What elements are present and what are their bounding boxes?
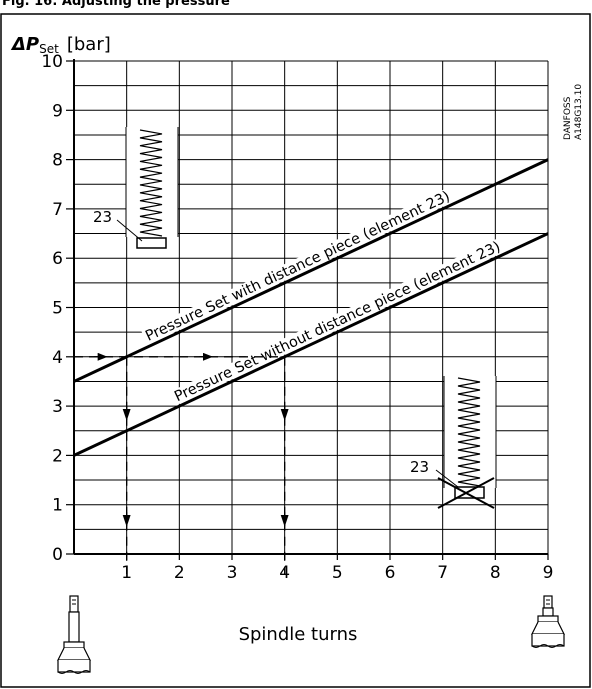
danfoss-code-line-2: A148G13.10 bbox=[574, 84, 584, 140]
element-23-leader-1 bbox=[116, 219, 143, 242]
example-lines bbox=[74, 352, 289, 574]
y-tick-label: 2 bbox=[52, 446, 63, 466]
element-23-label-2: 23 bbox=[410, 458, 429, 476]
x-tick-label: 5 bbox=[332, 563, 343, 583]
x-tick-label: 3 bbox=[227, 563, 238, 583]
valve-closed-icon bbox=[57, 595, 91, 674]
x-tick-label: 6 bbox=[385, 563, 396, 583]
element-23-leader-2 bbox=[435, 469, 459, 488]
y-tick-label: 7 bbox=[52, 200, 63, 220]
y-tick-label: 3 bbox=[52, 397, 63, 417]
cross-line-2 bbox=[437, 477, 495, 509]
y-tick-label: 6 bbox=[52, 249, 63, 269]
element-23-label-1: 23 bbox=[93, 208, 112, 226]
x-axis-label: Spindle turns bbox=[239, 624, 358, 645]
x-tick-label: 8 bbox=[490, 563, 501, 583]
outer-border bbox=[0, 13, 591, 688]
spring-with-distance-piece bbox=[125, 127, 179, 237]
y-tick-label: 10 bbox=[41, 52, 63, 72]
series-label-background bbox=[170, 238, 505, 406]
y-tick-label: 4 bbox=[52, 348, 63, 368]
y-tick-label: 8 bbox=[52, 151, 63, 171]
spring-coil-icon bbox=[139, 129, 163, 237]
valve-open-icon bbox=[531, 595, 565, 648]
x-tick-label: 2 bbox=[174, 563, 185, 583]
spring-coil-icon bbox=[457, 377, 481, 487]
series-line bbox=[73, 158, 549, 383]
danfoss-code-line-1: DANFOSS bbox=[563, 96, 573, 140]
y-tick-label: 0 bbox=[52, 545, 63, 565]
chart-axes bbox=[66, 59, 549, 560]
y-axis-label: ΔPSet [bar] bbox=[10, 34, 111, 56]
series-label: Pressure Set with distance piece (elemen… bbox=[143, 189, 452, 345]
x-tick-label: 7 bbox=[437, 563, 448, 583]
y-tick-label: 9 bbox=[52, 101, 63, 121]
y-tick-label: 1 bbox=[52, 496, 63, 516]
distance-piece-crossed bbox=[454, 486, 485, 499]
figure-header: Fig. 16: Adjusting the pressure bbox=[2, 0, 230, 9]
series-label-background bbox=[141, 187, 455, 345]
distance-piece-element bbox=[136, 237, 167, 249]
series-line bbox=[73, 232, 549, 457]
spring-without-distance-piece bbox=[443, 376, 497, 488]
x-tick-label: 9 bbox=[543, 563, 554, 583]
y-tick-label: 5 bbox=[52, 299, 63, 319]
